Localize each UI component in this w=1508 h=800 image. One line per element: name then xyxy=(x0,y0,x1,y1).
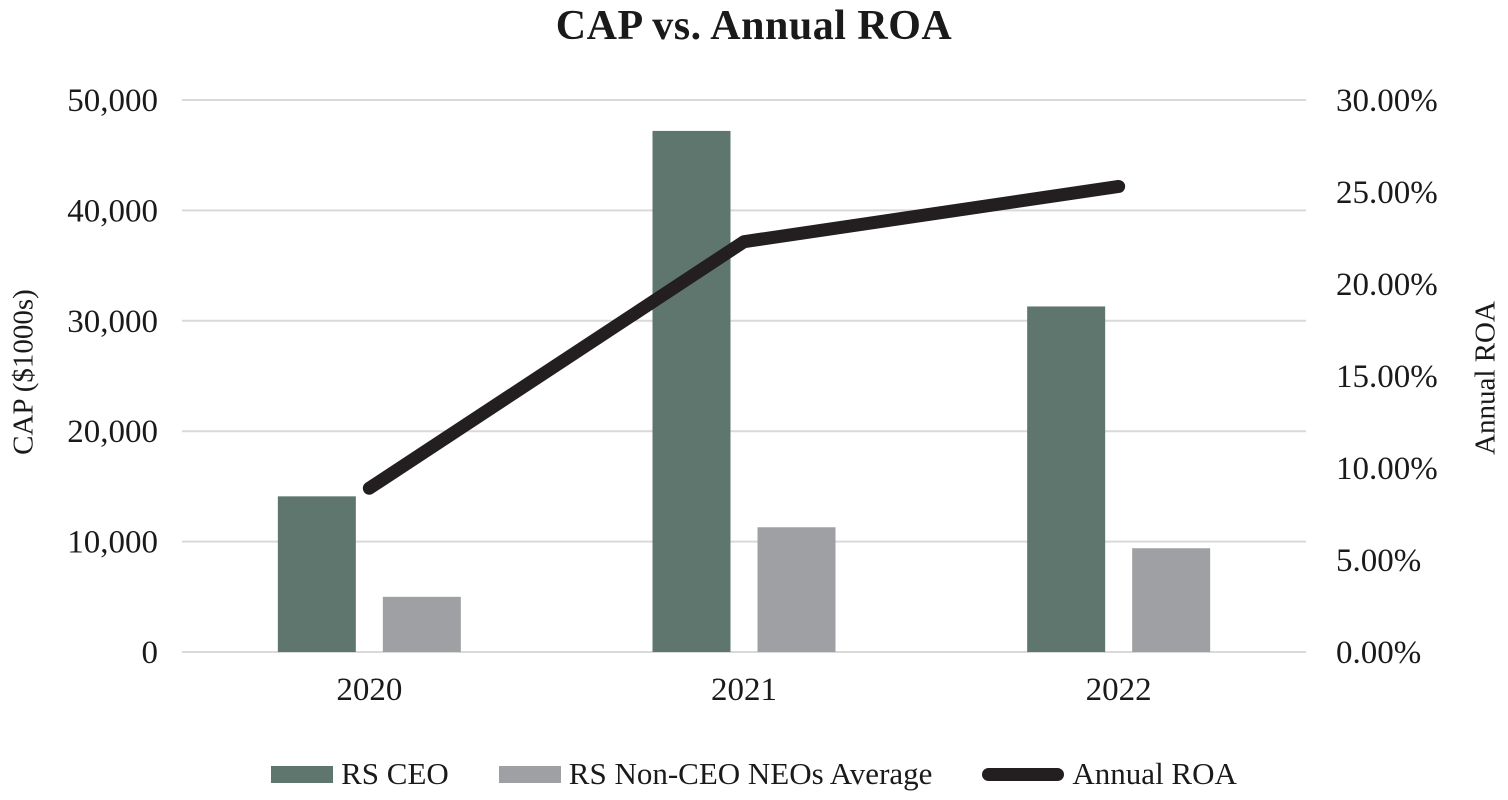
legend-bar-swatch xyxy=(498,765,561,783)
plot-area: 0 10,000 20,000 30,000 40,000 50,000 0.00% 5.00… xyxy=(67,83,1438,708)
legend-item-rs-ceo: RS CEO xyxy=(271,756,449,792)
bar-rs-non-ceo-neos-average-2022 xyxy=(1132,548,1211,652)
left-axis-tick-label: 10,000 xyxy=(67,525,158,561)
bar-rs-non-ceo-neos-average-2021 xyxy=(757,527,836,652)
legend-item-rs-non-ceo-neos-average: RS Non-CEO NEOs Average xyxy=(498,756,933,792)
category-label: 2020 xyxy=(336,672,402,708)
right-axis-tick-label: 25.00% xyxy=(1336,175,1438,211)
bar-rs-ceo-2022 xyxy=(1027,306,1106,652)
right-axis-tick-label: 10.00% xyxy=(1336,451,1438,487)
left-axis-tick-label: 20,000 xyxy=(67,414,158,450)
legend-label: RS CEO xyxy=(341,756,449,791)
legend-line-swatch xyxy=(982,767,1065,781)
legend-item-annual-roa: Annual ROA xyxy=(982,756,1237,792)
right-axis-tick-label: 15.00% xyxy=(1336,359,1438,395)
legend-label: RS Non-CEO NEOs Average xyxy=(568,756,933,791)
right-axis-tick-label: 30.00% xyxy=(1336,83,1438,119)
left-axis-tick-label: 0 xyxy=(142,635,159,671)
left-axis-tick-label: 30,000 xyxy=(67,304,158,340)
chart-title: CAP vs. Annual ROA xyxy=(555,3,953,49)
left-axis-tick-label: 50,000 xyxy=(67,83,158,119)
legend-label: Annual ROA xyxy=(1072,756,1237,791)
category-label: 2021 xyxy=(711,672,777,708)
legend: RS CEO RS Non-CEO NEOs Average Annual ROA xyxy=(0,756,1508,792)
bar-rs-non-ceo-neos-average-2020 xyxy=(382,596,461,652)
left-axis-tick-label: 40,000 xyxy=(67,193,158,229)
legend-bar-swatch xyxy=(271,765,334,783)
right-axis-tick-label: 5.00% xyxy=(1336,543,1421,579)
right-axis-tick-label: 0.00% xyxy=(1336,635,1421,671)
bar-rs-ceo-2021 xyxy=(652,130,731,653)
right-axis-tick-label: 20.00% xyxy=(1336,267,1438,303)
bar-rs-ceo-2020 xyxy=(277,496,356,652)
category-label: 2022 xyxy=(1086,672,1152,708)
annual-roa-line xyxy=(362,179,1126,495)
